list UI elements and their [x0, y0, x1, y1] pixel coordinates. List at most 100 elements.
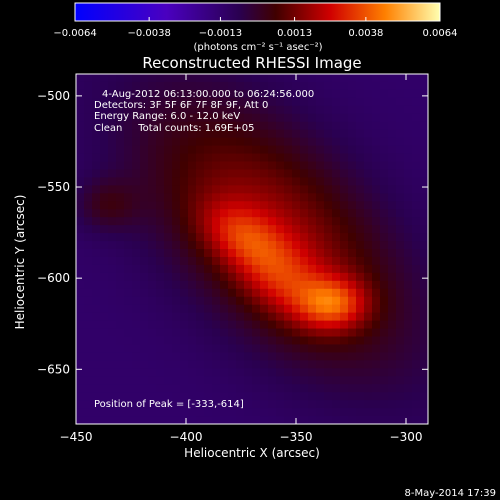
heatmap-cell	[180, 368, 189, 377]
heatmap-cell	[388, 137, 397, 147]
heatmap-cell	[300, 304, 309, 314]
heatmap-cell	[100, 217, 109, 226]
heatmap-cell	[260, 288, 269, 298]
heatmap-cell	[324, 161, 333, 171]
heatmap-cell	[116, 384, 125, 393]
heatmap-cell	[324, 288, 333, 298]
heatmap-cell	[276, 97, 285, 107]
heatmap-cell	[196, 225, 205, 234]
heatmap-cell	[332, 81, 341, 91]
heatmap-cell	[348, 113, 357, 123]
heatmap-cell	[92, 241, 101, 250]
heatmap-cell	[148, 185, 157, 194]
heatmap-cell	[212, 249, 221, 258]
heatmap-cell	[284, 408, 293, 417]
heatmap-cell	[156, 328, 165, 338]
heatmap-cell	[132, 129, 141, 139]
heatmap-cell	[172, 408, 181, 417]
heatmap-cell	[308, 161, 317, 171]
heatmap-cell	[84, 217, 93, 226]
heatmap-cell	[316, 225, 325, 234]
heatmap-cell	[76, 264, 85, 274]
heatmap-cell	[76, 336, 85, 346]
heatmap-cell	[356, 169, 365, 178]
heatmap-cell	[164, 193, 173, 202]
heatmap-cell	[124, 328, 133, 338]
heatmap-cell	[228, 312, 237, 322]
heatmap-cell	[380, 81, 389, 91]
heatmap-cell	[388, 272, 397, 282]
heatmap-cell	[172, 264, 181, 274]
heatmap-cell	[132, 201, 141, 210]
heatmap-cell	[356, 264, 365, 274]
heatmap-cell	[148, 74, 157, 83]
heatmap-cell	[76, 416, 85, 424]
heatmap-cell	[148, 352, 157, 361]
heatmap-cell	[140, 137, 149, 147]
heatmap-cell	[300, 249, 309, 258]
heatmap-cell	[212, 392, 221, 401]
heatmap-cell	[236, 129, 245, 139]
heatmap-cell	[420, 408, 428, 417]
heatmap-cell	[316, 280, 325, 290]
heatmap-cell	[188, 352, 197, 361]
heatmap-cell	[292, 376, 301, 385]
heatmap-cell	[300, 121, 309, 131]
heatmap-cell	[132, 153, 141, 163]
heatmap-cell	[380, 121, 389, 131]
heatmap-cell	[132, 105, 141, 115]
heatmap-cell	[388, 233, 397, 242]
heatmap-cell	[404, 336, 413, 346]
heatmap-cell	[268, 89, 277, 99]
heatmap-cell	[292, 384, 301, 393]
heatmap-cell	[196, 256, 205, 266]
heatmap-cell	[364, 201, 373, 210]
heatmap-cell	[212, 280, 221, 290]
heatmap-cell	[252, 368, 261, 377]
heatmap-cell	[92, 161, 101, 171]
heatmap-cell	[300, 185, 309, 194]
heatmap-cell	[372, 352, 381, 361]
heatmap-cell	[244, 384, 253, 393]
heatmap-cell	[164, 185, 173, 194]
heatmap-cell	[308, 376, 317, 385]
heatmap-cell	[92, 145, 101, 155]
heatmap-cell	[388, 312, 397, 322]
heatmap-cell	[236, 153, 245, 163]
heatmap-cell	[172, 304, 181, 314]
heatmap-cell	[212, 97, 221, 107]
heatmap-cell	[404, 113, 413, 123]
heatmap-cell	[148, 129, 157, 139]
heatmap-cell	[116, 328, 125, 338]
heatmap-cell	[284, 336, 293, 346]
heatmap-cell	[412, 296, 421, 306]
heatmap-cell	[116, 360, 125, 369]
heatmap-cell	[348, 392, 357, 401]
heatmap-cell	[164, 384, 173, 393]
heatmap-cell	[212, 177, 221, 186]
heatmap-cell	[396, 384, 405, 393]
heatmap-cell	[324, 217, 333, 226]
heatmap-cell	[260, 352, 269, 361]
heatmap-cell	[156, 241, 165, 250]
heatmap-cell	[132, 97, 141, 107]
heatmap-cell	[252, 145, 261, 155]
heatmap-cell	[420, 352, 428, 361]
heatmap-cell	[348, 408, 357, 417]
heatmap-cell	[380, 74, 389, 83]
heatmap-cell	[276, 344, 285, 353]
heatmap-cell	[308, 280, 317, 290]
heatmap-cell	[292, 145, 301, 155]
heatmap-cell	[204, 344, 213, 353]
heatmap-cell	[100, 153, 109, 163]
heatmap-cell	[108, 185, 117, 194]
heatmap-cell	[380, 161, 389, 171]
heatmap-cell	[332, 153, 341, 163]
heatmap-cell	[308, 320, 317, 330]
heatmap-cell	[340, 272, 349, 282]
heatmap-cell	[308, 384, 317, 393]
heatmap-cell	[404, 137, 413, 147]
heatmap-cell	[156, 408, 165, 417]
heatmap-cell	[124, 384, 133, 393]
heatmap-cell	[124, 352, 133, 361]
